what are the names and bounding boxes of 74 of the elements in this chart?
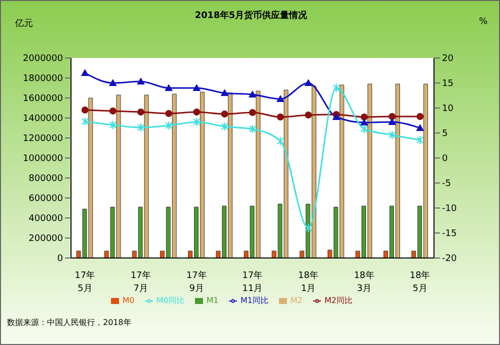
point xyxy=(193,117,200,127)
y-tick-label: 600000 xyxy=(28,194,64,204)
point xyxy=(220,89,229,96)
point xyxy=(248,124,256,134)
y-tick-label: 200000 xyxy=(28,234,64,244)
point xyxy=(109,108,116,114)
x-tick-label: 17年 11月 xyxy=(242,270,263,294)
point xyxy=(248,90,256,98)
y2-tick-label: 15 xyxy=(442,79,454,90)
point xyxy=(360,118,368,126)
point xyxy=(165,110,172,117)
point xyxy=(221,110,228,118)
y-tick-label: 800000 xyxy=(28,174,64,184)
y2-tick-label: -10 xyxy=(442,204,457,214)
y2-axis-title: % xyxy=(479,17,488,27)
point xyxy=(81,116,89,126)
point xyxy=(137,122,144,132)
x-tick-label: 18年 1月 xyxy=(298,270,319,294)
point xyxy=(388,113,396,120)
y-tick-label: 2000000 xyxy=(22,54,64,64)
point xyxy=(416,124,424,131)
point xyxy=(108,79,117,86)
y-tick-label: 1000000 xyxy=(22,154,64,164)
point xyxy=(304,112,312,118)
legend-label: M1 xyxy=(206,296,218,305)
y2-tick-label: -20 xyxy=(442,254,457,264)
source-note: 数据来源：中国人民银行，2018年 xyxy=(7,317,132,328)
x-tick-label: 18年 5月 xyxy=(410,270,430,294)
chart-title: 2018年5月货币供应量情况 xyxy=(194,11,308,21)
point xyxy=(192,84,201,91)
point xyxy=(220,122,228,132)
legend-label: M2同比 xyxy=(324,296,352,305)
point xyxy=(136,78,145,84)
point xyxy=(416,113,424,120)
x-tick-label: 17年 5月 xyxy=(74,270,96,294)
point xyxy=(388,130,396,140)
x-tick-label: 17年 9月 xyxy=(186,270,207,294)
x-tick-label: 17年 7月 xyxy=(130,270,152,294)
point xyxy=(193,108,200,116)
point xyxy=(276,95,284,102)
point xyxy=(388,118,396,125)
point xyxy=(137,108,144,116)
legend-label: M0同比 xyxy=(156,296,184,305)
y-tick-label: 0 xyxy=(57,254,64,264)
point xyxy=(416,135,424,145)
point xyxy=(80,69,89,76)
point xyxy=(332,83,340,93)
legend-label: M1同比 xyxy=(240,296,268,305)
y2-tick-label: 10 xyxy=(442,104,454,114)
y-tick-label: 1200000 xyxy=(22,134,64,144)
y-tick-label: 1800000 xyxy=(22,74,64,84)
point xyxy=(165,120,172,130)
point xyxy=(276,136,284,146)
y2-tick-label: 5 xyxy=(442,129,448,140)
y2-tick-label: -5 xyxy=(442,179,451,190)
point xyxy=(249,109,256,116)
x-tick-label: 18年 3月 xyxy=(354,270,374,294)
point xyxy=(304,79,312,86)
point xyxy=(164,84,173,91)
point xyxy=(81,106,88,114)
y-tick-label: 400000 xyxy=(28,214,64,224)
y2-tick-label: -15 xyxy=(442,229,457,240)
y-tick-label: 1400000 xyxy=(22,114,64,124)
legend-label: M2 xyxy=(290,296,302,305)
y2-tick-label: 20 xyxy=(442,54,454,64)
y-tick-label: 1600000 xyxy=(22,94,64,104)
point xyxy=(276,114,284,120)
point xyxy=(109,120,116,130)
point xyxy=(304,223,312,233)
legend-label: M0 xyxy=(122,296,134,305)
point xyxy=(360,114,368,120)
point xyxy=(360,124,368,134)
y-axis-title: 亿元 xyxy=(15,18,33,30)
y2-tick-label: 0 xyxy=(442,154,448,164)
